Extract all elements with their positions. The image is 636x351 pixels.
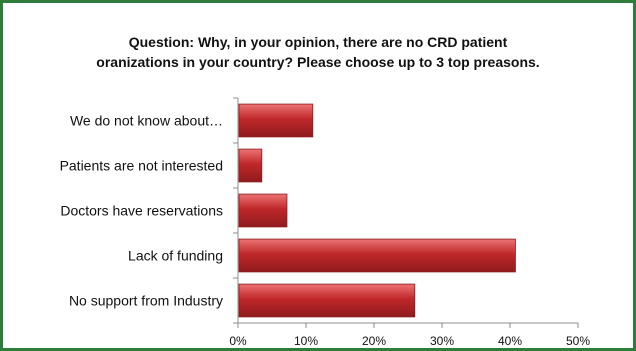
- x-tick-label: 50%: [566, 334, 590, 348]
- category-label: No support from Industry: [69, 293, 223, 309]
- category-label: Lack of funding: [128, 248, 223, 264]
- chart-title-line-1: Question: Why, in your opinion, there ar…: [128, 34, 508, 50]
- chart-title-line-2: oranizations in your country? Please cho…: [96, 54, 540, 70]
- bar: [238, 283, 416, 318]
- x-tick-label: 40%: [498, 334, 522, 348]
- x-tick-label: 0%: [229, 334, 247, 348]
- category-label: We do not know about…: [70, 113, 223, 129]
- bar: [238, 193, 288, 228]
- x-tick-label: 10%: [294, 334, 318, 348]
- bar: [238, 103, 314, 138]
- x-tick-label: 30%: [430, 334, 454, 348]
- axes: [233, 97, 579, 328]
- category-label: Patients are not interested: [60, 158, 223, 174]
- bar: [238, 238, 516, 273]
- x-tick-labels: 0% 10% 20% 30% 40% 50%: [229, 334, 590, 348]
- bar: [238, 148, 263, 183]
- category-label: Doctors have reservations: [60, 203, 223, 219]
- category-labels: We do not know about… Patients are not in…: [60, 113, 223, 309]
- bars-layer: [238, 103, 516, 318]
- x-tick-label: 20%: [362, 334, 386, 348]
